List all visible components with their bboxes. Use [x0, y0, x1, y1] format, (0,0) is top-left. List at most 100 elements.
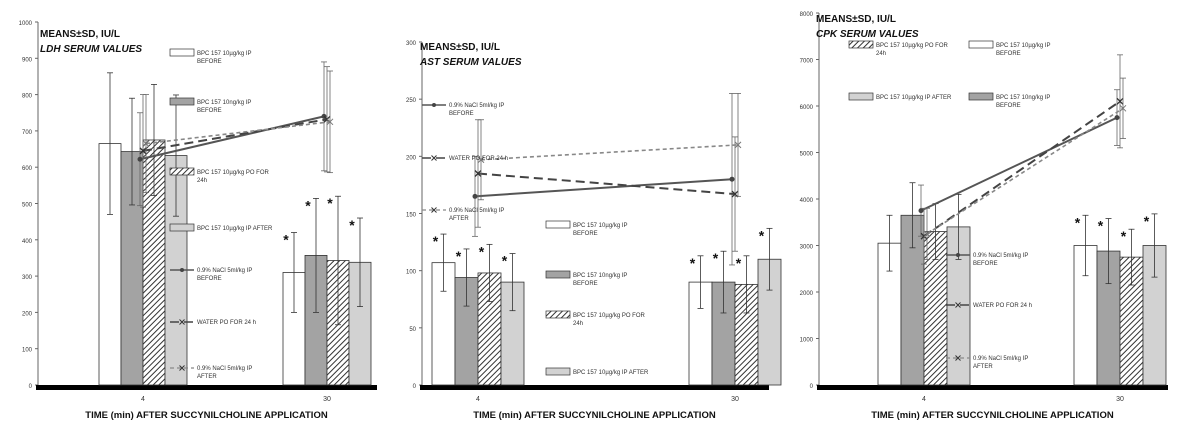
legend-swatch — [848, 40, 874, 49]
x-tick-label: 4 — [922, 396, 926, 403]
legend-label: WATER PO FOR 24 h — [449, 156, 508, 162]
legend-label: 0.9% NaCl 5ml/kg IP AFTER — [449, 208, 504, 222]
legend-label: BPC 157 10µg/kg PO FOR 24h — [876, 43, 948, 57]
significance-star: * — [283, 232, 289, 248]
line-marker — [734, 141, 742, 149]
legend-label: BPC 157 10µg/kg PO FOR 24h — [197, 170, 269, 184]
y-tick-label: 100 — [406, 270, 417, 276]
significance-star: * — [1075, 214, 1081, 230]
y-tick-label: 800 — [22, 94, 33, 100]
x-axis-label: TIME (min) AFTER SUCCYNILCHOLINE APPLICA… — [473, 410, 716, 421]
y-tick-label: 2000 — [800, 291, 814, 297]
significance-star: * — [736, 255, 742, 271]
line-series — [480, 144, 739, 161]
y-tick-label: 6000 — [800, 105, 814, 111]
y-tick-label: 300 — [406, 41, 417, 47]
legend-label: BPC 157 10ng/kg IP BEFORE — [197, 100, 251, 114]
y-tick-label: 200 — [22, 311, 33, 317]
line-marker — [729, 176, 735, 182]
line-series — [474, 178, 733, 198]
legend-label: BPC 157 10µg/kg IP AFTER — [573, 370, 649, 376]
line-series — [145, 121, 331, 145]
line-marker — [472, 193, 478, 199]
legend-swatch — [968, 92, 994, 101]
legend-marker — [179, 365, 185, 371]
legend-swatch — [848, 92, 874, 101]
legend-label: BPC 157 10ng/kg IP BEFORE — [996, 95, 1050, 109]
significance-star: * — [1121, 228, 1127, 244]
y-tick-label: 300 — [22, 275, 33, 281]
legend-label: BPC 157 10µg/kg IP AFTER — [197, 226, 273, 232]
x-axis-baseline — [36, 385, 377, 390]
y-tick-label: 5000 — [800, 152, 814, 158]
x-tick-label: 30 — [1116, 396, 1124, 403]
significance-star: * — [433, 233, 439, 249]
line-series — [923, 100, 1121, 238]
line-series — [142, 118, 328, 152]
legend-marker — [956, 253, 960, 257]
legend-swatch — [968, 40, 994, 49]
y-tick-label: 900 — [22, 57, 33, 63]
line-marker — [918, 208, 924, 214]
x-axis-baseline — [817, 385, 1168, 390]
y-tick-label: 200 — [406, 155, 417, 161]
ldh-chart: 0 100 200 300 400 500 600 700 800 900 1000 4 30 TIME … — [0, 0, 390, 427]
legend-swatch — [545, 367, 571, 376]
significance-star: * — [690, 255, 696, 271]
line-marker — [1119, 104, 1127, 112]
legend-label: BPC 157 10µg/kg IP BEFORE — [197, 51, 252, 65]
y-tick-label: 0 — [29, 384, 33, 390]
line-marker — [474, 170, 482, 177]
line-series — [926, 107, 1124, 235]
legend-swatch — [169, 223, 195, 232]
significance-star: * — [713, 250, 719, 266]
legend-swatch — [169, 48, 195, 57]
line-series — [139, 115, 325, 161]
y-tick-label: 600 — [22, 166, 33, 172]
line-series — [920, 116, 1118, 212]
chart-subtitle: LDH SERUM VALUES — [40, 44, 142, 55]
y-tick-label: 1000 — [800, 338, 814, 344]
y-tick-label: 400 — [22, 239, 33, 245]
legend-label: WATER PO FOR 24 h — [197, 320, 256, 326]
y-tick-label: 150 — [406, 213, 417, 219]
line-marker — [477, 156, 485, 164]
y-tick-label: 8000 — [800, 12, 814, 18]
significance-star: * — [1144, 213, 1150, 229]
legend-label: 0.9% NaCl 5ml/kg IP AFTER — [197, 366, 252, 380]
legend-marker — [955, 355, 961, 361]
cpk-chart-svg: 0 1000 2000 3000 4000 5000 6000 7000 8000 4 30TIME… — [800, 12, 1168, 421]
significance-star: * — [1098, 218, 1104, 234]
significance-star: * — [479, 243, 485, 259]
legend-marker — [431, 207, 437, 213]
line-series — [477, 172, 736, 196]
significance-star: * — [502, 253, 508, 269]
y-tick-label: 500 — [22, 203, 33, 209]
line-marker — [137, 156, 143, 162]
y-tick-label: 3000 — [800, 245, 814, 251]
legend-label: BPC 157 10µg/kg PO FOR 24h — [573, 313, 645, 327]
y-tick-label: 700 — [22, 130, 33, 136]
legend-label: BPC 157 10ng/kg IP BEFORE — [573, 273, 627, 287]
x-axis-label: TIME (min) AFTER SUCCYNILCHOLINE APPLICA… — [85, 410, 328, 421]
line-marker — [142, 140, 150, 147]
cpk-chart: 0 1000 2000 3000 4000 5000 6000 7000 8000 4 30 TIME… — [786, 0, 1179, 427]
x-tick-label: 30 — [731, 396, 739, 403]
legend-marker — [180, 268, 184, 272]
y-tick-label: 4000 — [800, 198, 814, 204]
ast-chart-svg: 0 50 100 150 200 250 300 4 30 TIME (min) AFTER SU… — [406, 41, 782, 421]
significance-star: * — [305, 197, 311, 213]
y-tick-label: 0 — [413, 384, 417, 390]
legend-marker — [431, 155, 437, 161]
x-axis-baseline — [420, 385, 769, 390]
legend-swatch — [545, 310, 571, 319]
ldh-chart-svg: 0 100 200 300 400 500 600 700 800 900 1000 4 30 TIME … — [19, 21, 377, 421]
ast-chart: 0 50 100 150 200 250 300 4 30 TIME (min) AFTER SU… — [392, 0, 782, 427]
legend-marker — [179, 319, 185, 325]
legend-swatch — [169, 97, 195, 106]
significance-star: * — [759, 227, 765, 243]
chart-title: MEANS±SD, IU/L — [420, 42, 500, 53]
x-tick-label: 4 — [476, 396, 480, 403]
x-tick-label: 30 — [323, 396, 331, 403]
legend-swatch — [545, 220, 571, 229]
